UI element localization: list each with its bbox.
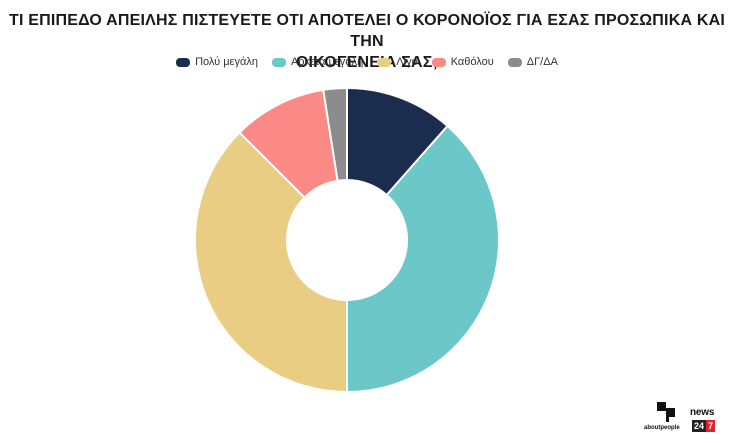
- news247-logo-num-b: 7: [706, 420, 716, 432]
- legend-swatch: [431, 57, 446, 67]
- aboutpeople-mark-icon: [657, 402, 675, 422]
- legend-item: Πολύ μεγάλη: [176, 56, 258, 68]
- legend-item: Καθόλου: [431, 56, 494, 68]
- legend-swatch: [176, 57, 191, 67]
- legend-label: Αρκετά μεγάλη: [290, 56, 364, 68]
- aboutpeople-logo-text: aboutpeople: [644, 425, 680, 431]
- legend-swatch: [271, 57, 286, 67]
- news247-logo-word: news: [690, 407, 715, 418]
- legend-item: Λίγο: [377, 56, 418, 68]
- legend-swatch: [377, 57, 392, 67]
- legend-item: ΔΓ/ΔΑ: [507, 56, 558, 68]
- legend-item: Αρκετά μεγάλη: [271, 56, 364, 68]
- legend-label: Πολύ μεγάλη: [195, 56, 258, 68]
- donut-slice-3: [194, 131, 348, 394]
- chart-legend: Πολύ μεγάλη Αρκετά μεγάλη Λίγο Καθόλου ΔΓ/ΔΑ: [0, 56, 734, 68]
- news247-logo-number: 24 7: [692, 420, 716, 432]
- legend-label: Καθόλου: [450, 56, 494, 68]
- aboutpeople-logo: aboutpeople: [644, 402, 686, 436]
- legend-label: Λίγο: [396, 56, 418, 68]
- legend-swatch: [507, 57, 522, 67]
- chart-title: ΤΙ ΕΠΙΠΕΔΟ ΑΠΕΙΛΗΣ ΠΙΣΤΕΥΕΤΕ ΟΤΙ ΑΠΟΤΕΛΕ…: [0, 10, 734, 73]
- donut-slice-5: [322, 86, 348, 182]
- donut-slice-2: [346, 124, 500, 394]
- legend-label: ΔΓ/ΔΑ: [526, 56, 558, 68]
- chart-title-line-2: ΟΙΚΟΓΕΝΕΙΑ ΣΑΣ;: [295, 54, 439, 71]
- chart-title-line-1: ΤΙ ΕΠΙΠΕΔΟ ΑΠΕΙΛΗΣ ΠΙΣΤΕΥΕΤΕ ΟΤΙ ΑΠΟΤΕΛΕ…: [8, 12, 726, 50]
- news247-logo-num-a: 24: [692, 420, 707, 432]
- news247-logo: news 24 7: [690, 407, 724, 435]
